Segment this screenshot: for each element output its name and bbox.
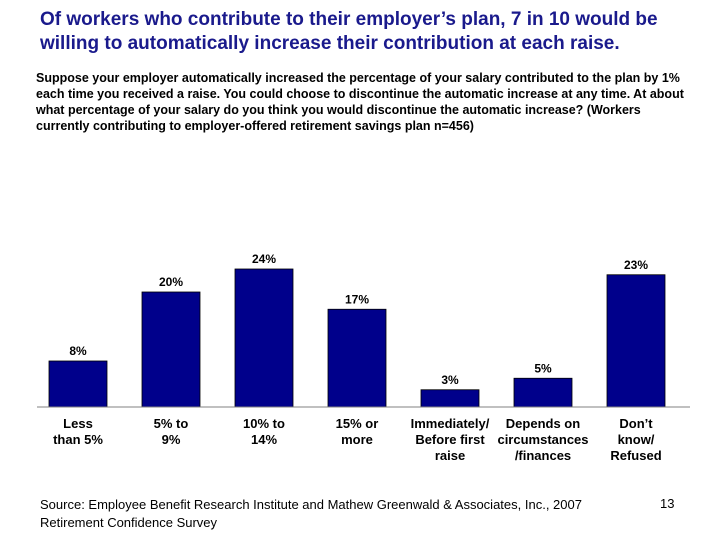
category-label-line: Depends on [505,416,581,431]
category-label-line: 14% [250,432,278,447]
bar [327,308,387,408]
bar-value-label: 24% [252,252,276,266]
category-label-line: Immediately/ [410,416,490,431]
category-label-line: 15% or [335,416,379,431]
category-label-line: raise [434,448,466,463]
bar-value-label: 5% [534,361,552,375]
bar [48,360,108,408]
page-number: 13 [660,496,675,511]
category-label: 15% or more [302,416,412,448]
category-label-line: know/ [617,432,655,447]
category-label-line: Don’t [619,416,653,431]
category-label-line: Less [63,416,93,431]
bar-value-label: 23% [624,258,648,272]
category-label-line: Before first [415,432,485,447]
category-label: Immediately/Before first raise [395,416,505,464]
source-note: Source: Employee Benefit Research Instit… [40,497,582,530]
bar-value-label: 3% [441,373,459,387]
slide-title: Of workers who contribute to their emplo… [40,9,658,54]
category-label-line: 5% to [153,416,189,431]
category-label-line: /finances [514,448,572,463]
bar [513,377,573,408]
category-label: Less than 5% [23,416,133,448]
category-label-line: Refused [610,448,662,463]
survey-question: Suppose your employer automatically incr… [36,71,684,133]
category-label-line: 10% to [243,416,285,431]
bar [141,291,201,408]
category-label-line: than 5% [53,432,103,447]
bar-value-label: 17% [345,292,369,306]
category-label-line: 9% [161,432,181,447]
category-label-line: circumstances [497,432,589,447]
category-label: 10% to 14% [209,416,319,448]
bar-value-label: 20% [159,275,183,289]
category-label: Depends on circumstances/finances [488,416,598,464]
bar-value-label: 8% [69,344,87,358]
bar [234,268,294,408]
category-label: 5% to 9% [116,416,226,448]
category-label: Don’t know/Refused [581,416,691,464]
bar [420,389,480,408]
bar [606,274,666,408]
category-label-line: more [341,432,373,447]
